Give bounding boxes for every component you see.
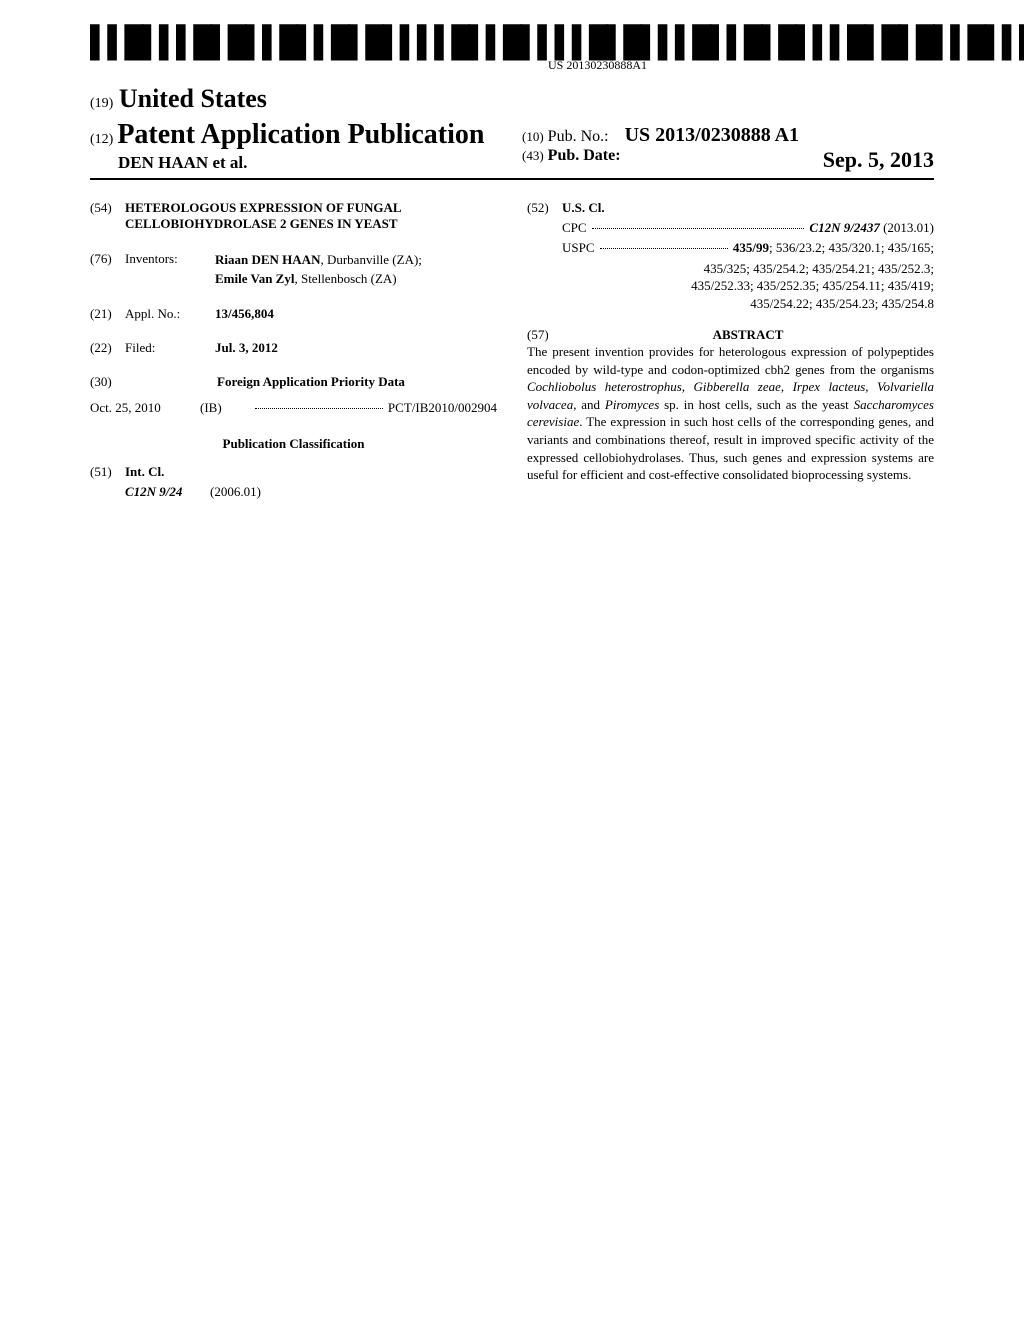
pub-date-num: (43) bbox=[522, 148, 544, 163]
priority-value: PCT/IB2010/002904 bbox=[388, 400, 497, 416]
inventors-num: (76) bbox=[90, 251, 125, 287]
pub-no-num: (10) bbox=[522, 129, 544, 144]
int-cl-year: (2006.01) bbox=[210, 484, 497, 500]
abstract-t2: , and bbox=[573, 397, 605, 412]
cpc-value: C12N 9/2437 bbox=[809, 220, 879, 235]
priority-header-row: (30) Foreign Application Priority Data bbox=[90, 374, 497, 390]
inventors-label: Inventors: bbox=[125, 251, 215, 287]
int-cl-num: (51) bbox=[90, 464, 125, 480]
us-cl-num: (52) bbox=[527, 200, 562, 216]
int-cl-row: C12N 9/24 (2006.01) bbox=[90, 484, 497, 500]
priority-header: Foreign Application Priority Data bbox=[125, 374, 497, 390]
uspc-label: USPC bbox=[562, 240, 595, 256]
appl-field: (21) Appl. No.: 13/456,804 bbox=[90, 306, 497, 322]
priority-country: (IB) bbox=[200, 400, 250, 416]
uspc-line2: 435/325; 435/254.2; 435/254.21; 435/252.… bbox=[527, 260, 934, 278]
abstract-i2: Piromyces bbox=[605, 397, 659, 412]
int-cl-code: C12N 9/24 bbox=[90, 484, 210, 500]
content-columns: (54) HETEROLOGOUS EXPRESSION OF FUNGAL C… bbox=[90, 200, 934, 504]
abstract-t3: sp. in host cells, such as the yeast bbox=[659, 397, 853, 412]
priority-num: (30) bbox=[90, 374, 125, 390]
appl-label: Appl. No.: bbox=[125, 306, 215, 322]
title-field: (54) HETEROLOGOUS EXPRESSION OF FUNGAL C… bbox=[90, 200, 497, 234]
right-column: (52) U.S. Cl. CPC C12N 9/2437 (2013.01) … bbox=[527, 200, 934, 504]
inventor-name-1: Riaan DEN HAAN bbox=[215, 252, 320, 267]
abstract-num: (57) bbox=[527, 327, 562, 343]
pub-date-label: Pub. Date: bbox=[548, 147, 621, 164]
pub-date-value: Sep. 5, 2013 bbox=[823, 147, 934, 173]
filed-num: (22) bbox=[90, 340, 125, 356]
barcode: ▌▌█▌▌▌█▌█▌▌█▌▌█▌█▌▌▌▌█▌▌█▌▌▌▌█▌█▌▌▌█▌▌█▌… bbox=[90, 30, 1024, 73]
appl-num: (21) bbox=[90, 306, 125, 322]
inventor-name-2: Emile Van Zyl bbox=[215, 271, 294, 286]
uspc-first-row: USPC 435/99; 536/23.2; 435/320.1; 435/16… bbox=[527, 240, 934, 256]
pub-date-line: (43) Pub. Date: Sep. 5, 2013 bbox=[522, 147, 934, 173]
cpc-row: CPC C12N 9/2437 (2013.01) bbox=[527, 220, 934, 236]
priority-dots bbox=[255, 408, 383, 409]
cpc-label: CPC bbox=[562, 220, 587, 236]
uspc-first: 435/99 bbox=[733, 240, 769, 255]
country-name: United States bbox=[119, 84, 267, 113]
inventor-loc-2: , Stellenbosch (ZA) bbox=[294, 271, 396, 286]
header-right: (10) Pub. No.: US 2013/0230888 A1 (43) P… bbox=[502, 124, 934, 173]
pub-no-value: US 2013/0230888 A1 bbox=[625, 124, 799, 146]
country-num: (19) bbox=[90, 96, 113, 111]
uspc-dots bbox=[600, 248, 728, 249]
pub-classification-header: Publication Classification bbox=[90, 436, 497, 452]
pub-no-label: Pub. No.: bbox=[548, 128, 609, 145]
authors: DEN HAAN et al. bbox=[90, 153, 502, 173]
barcode-lines: ▌▌█▌▌▌█▌█▌▌█▌▌█▌█▌▌▌▌█▌▌█▌▌▌▌█▌█▌▌▌█▌▌█▌… bbox=[90, 30, 1024, 56]
abstract-t4: . The expression in such host cells of t… bbox=[527, 414, 934, 482]
title-text: HETEROLOGOUS EXPRESSION OF FUNGAL CELLOB… bbox=[125, 200, 497, 234]
inventors-text: Riaan DEN HAAN, Durbanville (ZA); Emile … bbox=[215, 251, 422, 287]
uspc-block: 435/325; 435/254.2; 435/254.21; 435/252.… bbox=[527, 260, 934, 313]
filed-field: (22) Filed: Jul. 3, 2012 bbox=[90, 340, 497, 356]
uspc-first-wrapper: 435/99; 536/23.2; 435/320.1; 435/165; bbox=[733, 240, 934, 256]
uspc-line4: 435/254.22; 435/254.23; 435/254.8 bbox=[527, 295, 934, 313]
header-left: (19) United States (12) Patent Applicati… bbox=[90, 84, 502, 173]
cpc-value-wrapper: C12N 9/2437 (2013.01) bbox=[809, 220, 934, 236]
int-cl-header-row: (51) Int. Cl. bbox=[90, 464, 497, 480]
filed-value: Jul. 3, 2012 bbox=[215, 340, 497, 356]
us-cl-header-row: (52) U.S. Cl. bbox=[527, 200, 934, 216]
abstract-text: The present invention provides for heter… bbox=[527, 343, 934, 483]
left-column: (54) HETEROLOGOUS EXPRESSION OF FUNGAL C… bbox=[90, 200, 497, 504]
cpc-year: (2013.01) bbox=[880, 220, 934, 235]
priority-row: Oct. 25, 2010 (IB) PCT/IB2010/002904 bbox=[90, 400, 497, 416]
inventors-field: (76) Inventors: Riaan DEN HAAN, Durbanvi… bbox=[90, 251, 497, 287]
priority-date: Oct. 25, 2010 bbox=[90, 400, 200, 416]
abstract-header-row: (57) ABSTRACT bbox=[527, 327, 934, 343]
abstract-t1: The present invention provides for heter… bbox=[527, 344, 934, 377]
header-row: (19) United States (12) Patent Applicati… bbox=[90, 84, 934, 180]
pub-type-line: (12) Patent Application Publication bbox=[90, 119, 502, 151]
barcode-section: ▌▌█▌▌▌█▌█▌▌█▌▌█▌█▌▌▌▌█▌▌█▌▌▌▌█▌█▌▌▌█▌▌█▌… bbox=[90, 30, 934, 74]
cpc-dots bbox=[592, 228, 805, 229]
uspc-line3: 435/252.33; 435/252.35; 435/254.11; 435/… bbox=[527, 277, 934, 295]
title-num: (54) bbox=[90, 200, 125, 234]
pub-type: Patent Application Publication bbox=[117, 119, 484, 150]
appl-value: 13/456,804 bbox=[215, 306, 497, 322]
filed-label: Filed: bbox=[125, 340, 215, 356]
pub-no-line: (10) Pub. No.: US 2013/0230888 A1 bbox=[522, 124, 934, 147]
int-cl-label: Int. Cl. bbox=[125, 464, 164, 480]
uspc-rest1: ; 536/23.2; 435/320.1; 435/165; bbox=[769, 240, 934, 255]
abstract-header: ABSTRACT bbox=[562, 327, 934, 343]
country-line: (19) United States bbox=[90, 84, 502, 114]
inventor-loc-1: , Durbanville (ZA); bbox=[320, 252, 421, 267]
us-cl-label: U.S. Cl. bbox=[562, 200, 605, 216]
pub-type-num: (12) bbox=[90, 132, 113, 147]
